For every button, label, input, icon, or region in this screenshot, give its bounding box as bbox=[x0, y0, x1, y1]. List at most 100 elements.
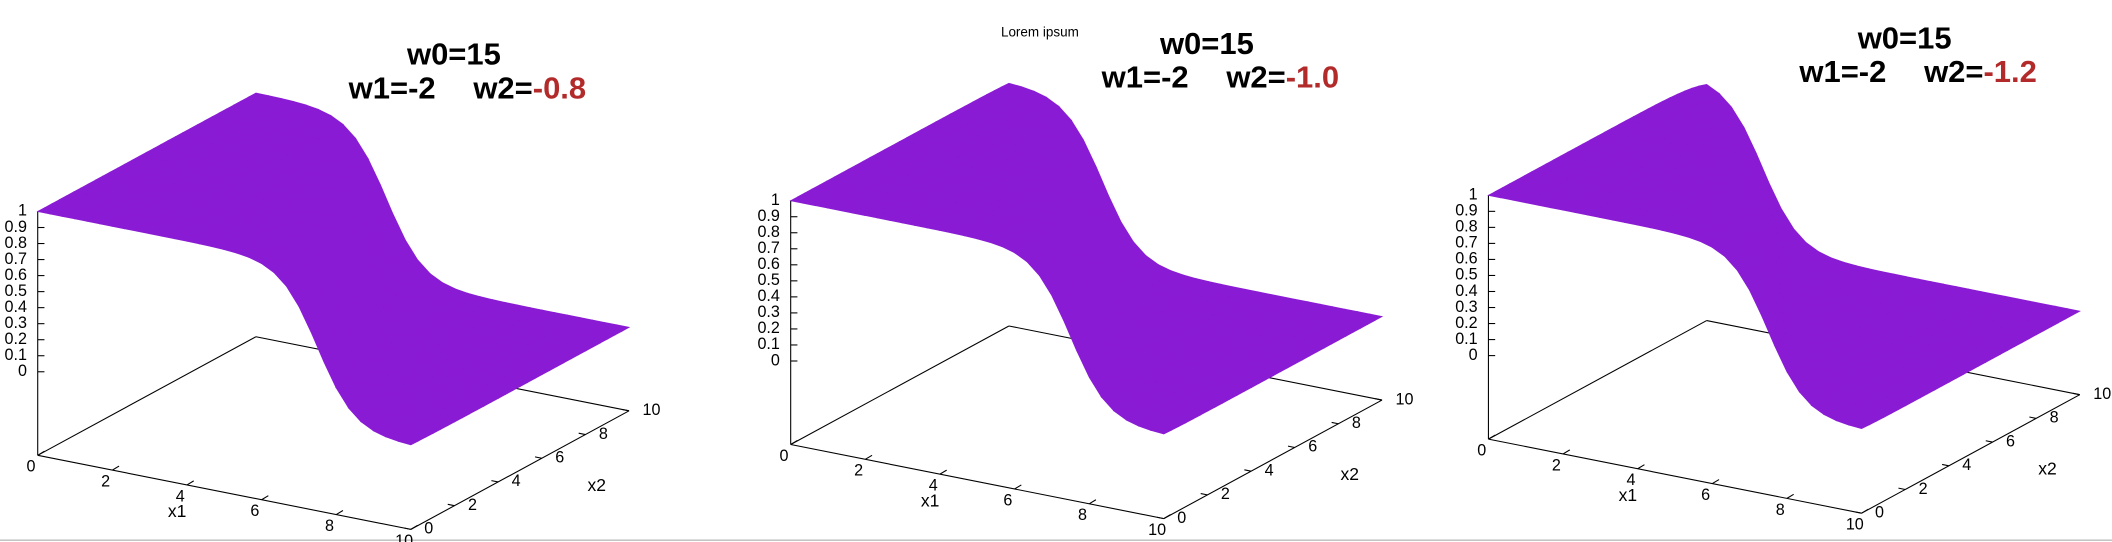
z-tick-label: 1 bbox=[771, 191, 780, 209]
y-axis-title: x2 bbox=[2038, 459, 2056, 479]
x-tick-label: 6 bbox=[1003, 491, 1012, 509]
z-tick-label: 0.3 bbox=[757, 303, 779, 321]
z-tick-label: 1 bbox=[1469, 186, 1478, 204]
y-tick-label: 8 bbox=[1352, 414, 1361, 432]
chart-title: w0=15 bbox=[1857, 20, 1952, 55]
y-tick-label: 6 bbox=[555, 449, 564, 467]
z-tick-label: 0.5 bbox=[1455, 266, 1477, 284]
x-tick bbox=[186, 480, 194, 486]
y-axis-title: x2 bbox=[1340, 464, 1358, 484]
y-tick bbox=[403, 527, 411, 530]
surface-plot: 00.10.20.30.40.50.60.70.80.9102468100246… bbox=[757, 26, 1413, 539]
y-axis-title: x2 bbox=[587, 475, 605, 495]
y-tick bbox=[622, 408, 630, 412]
param-value: 15 bbox=[1219, 26, 1253, 61]
param-value: 15 bbox=[466, 37, 500, 72]
z-tick-label: 0.2 bbox=[4, 330, 26, 348]
y-tick bbox=[1985, 440, 1993, 443]
chart-title: w1=-2 w2=-1.0 bbox=[1101, 60, 1339, 95]
x-tick-label: 4 bbox=[929, 477, 938, 495]
x-tick bbox=[1637, 464, 1645, 470]
x-tick bbox=[37, 450, 45, 456]
surface bbox=[36, 92, 631, 446]
chart-title: w0=15 bbox=[1159, 26, 1254, 61]
x-tick bbox=[1562, 449, 1571, 455]
x-axis-title: x1 bbox=[1619, 485, 1637, 505]
z-tick-label: 0.5 bbox=[4, 282, 26, 300]
param-name: w0= bbox=[406, 37, 466, 72]
y-tick bbox=[534, 456, 542, 459]
y-tick bbox=[1375, 398, 1383, 401]
z-tick-label: 0.8 bbox=[757, 223, 779, 241]
x-tick bbox=[1861, 508, 1869, 514]
param-name: w1= bbox=[348, 70, 408, 105]
x-tick bbox=[790, 440, 798, 445]
y-tick-label: 10 bbox=[1395, 390, 1413, 408]
param-value: -2 bbox=[1859, 54, 1887, 89]
base-edge bbox=[790, 325, 1010, 445]
z-tick-label: 0.1 bbox=[757, 335, 779, 353]
z-tick-label: 0.4 bbox=[4, 298, 26, 316]
z-tick-label: 0 bbox=[18, 362, 27, 380]
x-tick-label: 6 bbox=[1701, 486, 1710, 504]
y-tick-label: 2 bbox=[468, 496, 477, 514]
x-tick-label: 0 bbox=[26, 458, 35, 476]
x-tick bbox=[865, 454, 873, 460]
z-tick-label: 0.8 bbox=[1455, 218, 1477, 236]
x-axis-title: x1 bbox=[168, 501, 186, 521]
y-tick bbox=[1854, 511, 1862, 514]
y-tick bbox=[447, 503, 455, 507]
z-tick-label: 0.4 bbox=[757, 287, 779, 305]
x-tick-label: 2 bbox=[1552, 456, 1561, 474]
z-tick-label: 1 bbox=[18, 202, 27, 220]
z-tick-label: 0.7 bbox=[1455, 234, 1477, 252]
x-tick-label: 2 bbox=[854, 462, 863, 480]
z-tick-label: 0.9 bbox=[1455, 202, 1477, 220]
x-tick-label: 4 bbox=[1626, 471, 1635, 489]
y-tick-label: 8 bbox=[599, 425, 608, 443]
z-tick-label: 0.3 bbox=[1455, 298, 1477, 316]
x-tick-label: 4 bbox=[176, 487, 185, 505]
param-name: w0= bbox=[1857, 20, 1917, 55]
x-tick-label: 10 bbox=[1846, 516, 1864, 534]
x-tick-label: 10 bbox=[1148, 521, 1166, 539]
z-tick-label: 0.1 bbox=[1455, 330, 1477, 348]
x-tick bbox=[1088, 499, 1097, 505]
x-tick-label: 8 bbox=[1776, 501, 1785, 519]
y-tick-label: 6 bbox=[2006, 432, 2015, 450]
y-tick-label: 6 bbox=[1308, 438, 1317, 456]
chart-title: w1=-2 w2=-1.2 bbox=[1798, 54, 2036, 89]
x-tick-label: 0 bbox=[1477, 442, 1486, 460]
y-tick-label: 4 bbox=[512, 472, 521, 490]
figure: Lorem ipsum 00.10.20.30.40.50.60.70.80.9… bbox=[0, 20, 2112, 542]
y-axis bbox=[1163, 399, 1383, 520]
x-tick bbox=[1163, 514, 1171, 520]
x-tick-label: 10 bbox=[395, 532, 413, 542]
z-tick-label: 0.2 bbox=[1455, 314, 1477, 332]
param-name: w2= bbox=[472, 70, 532, 105]
surface-patch bbox=[1150, 426, 1173, 435]
y-tick bbox=[2029, 416, 2037, 419]
surface-patch bbox=[397, 437, 420, 446]
x-tick-label: 2 bbox=[101, 472, 110, 490]
z-tick-label: 0.8 bbox=[4, 234, 26, 252]
param-value: -1.2 bbox=[1983, 54, 2036, 89]
x-tick-label: 0 bbox=[779, 447, 788, 465]
base-edge bbox=[1488, 320, 1707, 440]
z-tick-label: 0 bbox=[771, 351, 780, 369]
z-tick-label: 0.4 bbox=[1455, 282, 1477, 300]
surface-patch bbox=[1847, 421, 1870, 430]
y-tick bbox=[1156, 516, 1164, 520]
z-tick-label: 0.9 bbox=[4, 218, 26, 236]
x-tick bbox=[410, 524, 418, 530]
caption: Lorem ipsum bbox=[1001, 24, 1079, 39]
param-name: w1= bbox=[1798, 54, 1858, 89]
z-tick-label: 0.7 bbox=[4, 250, 26, 268]
x-tick bbox=[1712, 479, 1720, 485]
param-value: -2 bbox=[1161, 60, 1189, 95]
y-tick bbox=[1898, 487, 1906, 491]
x-axis bbox=[1488, 438, 1862, 514]
y-tick-label: 4 bbox=[1265, 461, 1274, 479]
param-name: w1= bbox=[1101, 60, 1161, 95]
z-tick-label: 0.7 bbox=[757, 239, 779, 257]
